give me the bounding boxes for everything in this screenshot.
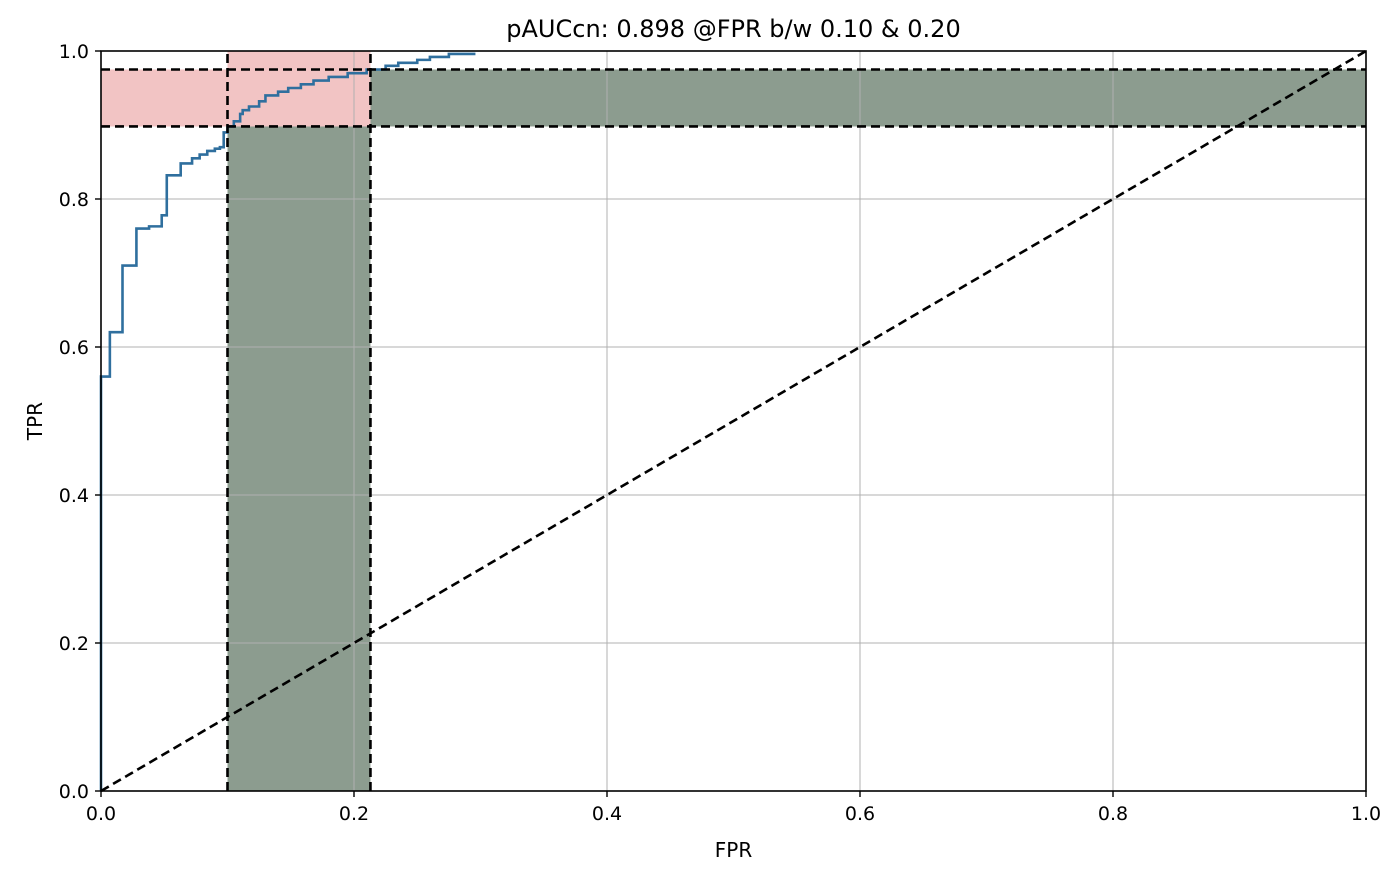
reference-lines: [100, 49, 1367, 793]
x-axis-label: FPR: [715, 838, 753, 862]
y-tick-label: 0.6: [59, 337, 89, 359]
shaded-regions: [101, 51, 1366, 792]
x-tick-label: 0.2: [339, 803, 369, 825]
green-region-horizontal: [370, 69, 1366, 127]
chance-diagonal-line: [100, 49, 1367, 793]
series-layer: [99, 52, 476, 791]
y-tick-label: 0.8: [59, 189, 89, 211]
x-tick-label: 0.4: [592, 803, 622, 825]
x-tick-label: 0.0: [86, 803, 116, 825]
red-region-horizontal: [101, 69, 228, 127]
y-axis-label: TPR: [23, 402, 47, 441]
y-tick-label: 1.0: [59, 41, 89, 63]
y-tick-label: 0.2: [59, 633, 89, 655]
chart-title: pAUCcn: 0.898 @FPR b/w 0.10 & 0.20: [506, 15, 960, 43]
x-tick-label: 0.6: [845, 803, 875, 825]
y-tick-label: 0.0: [59, 781, 89, 803]
x-tick-label: 1.0: [1351, 803, 1381, 825]
x-axis-ticks: 0.0 0.2 0.4 0.6 0.8 1.0: [86, 791, 1381, 825]
y-axis-ticks: 0.0 0.2 0.4 0.6 0.8 1.0: [59, 41, 101, 803]
y-tick-label: 0.4: [59, 485, 89, 507]
roc-curve-line: [99, 52, 476, 791]
x-tick-label: 0.8: [1098, 803, 1128, 825]
plot-frame: [100, 50, 1367, 792]
green-region-vertical: [227, 126, 371, 792]
